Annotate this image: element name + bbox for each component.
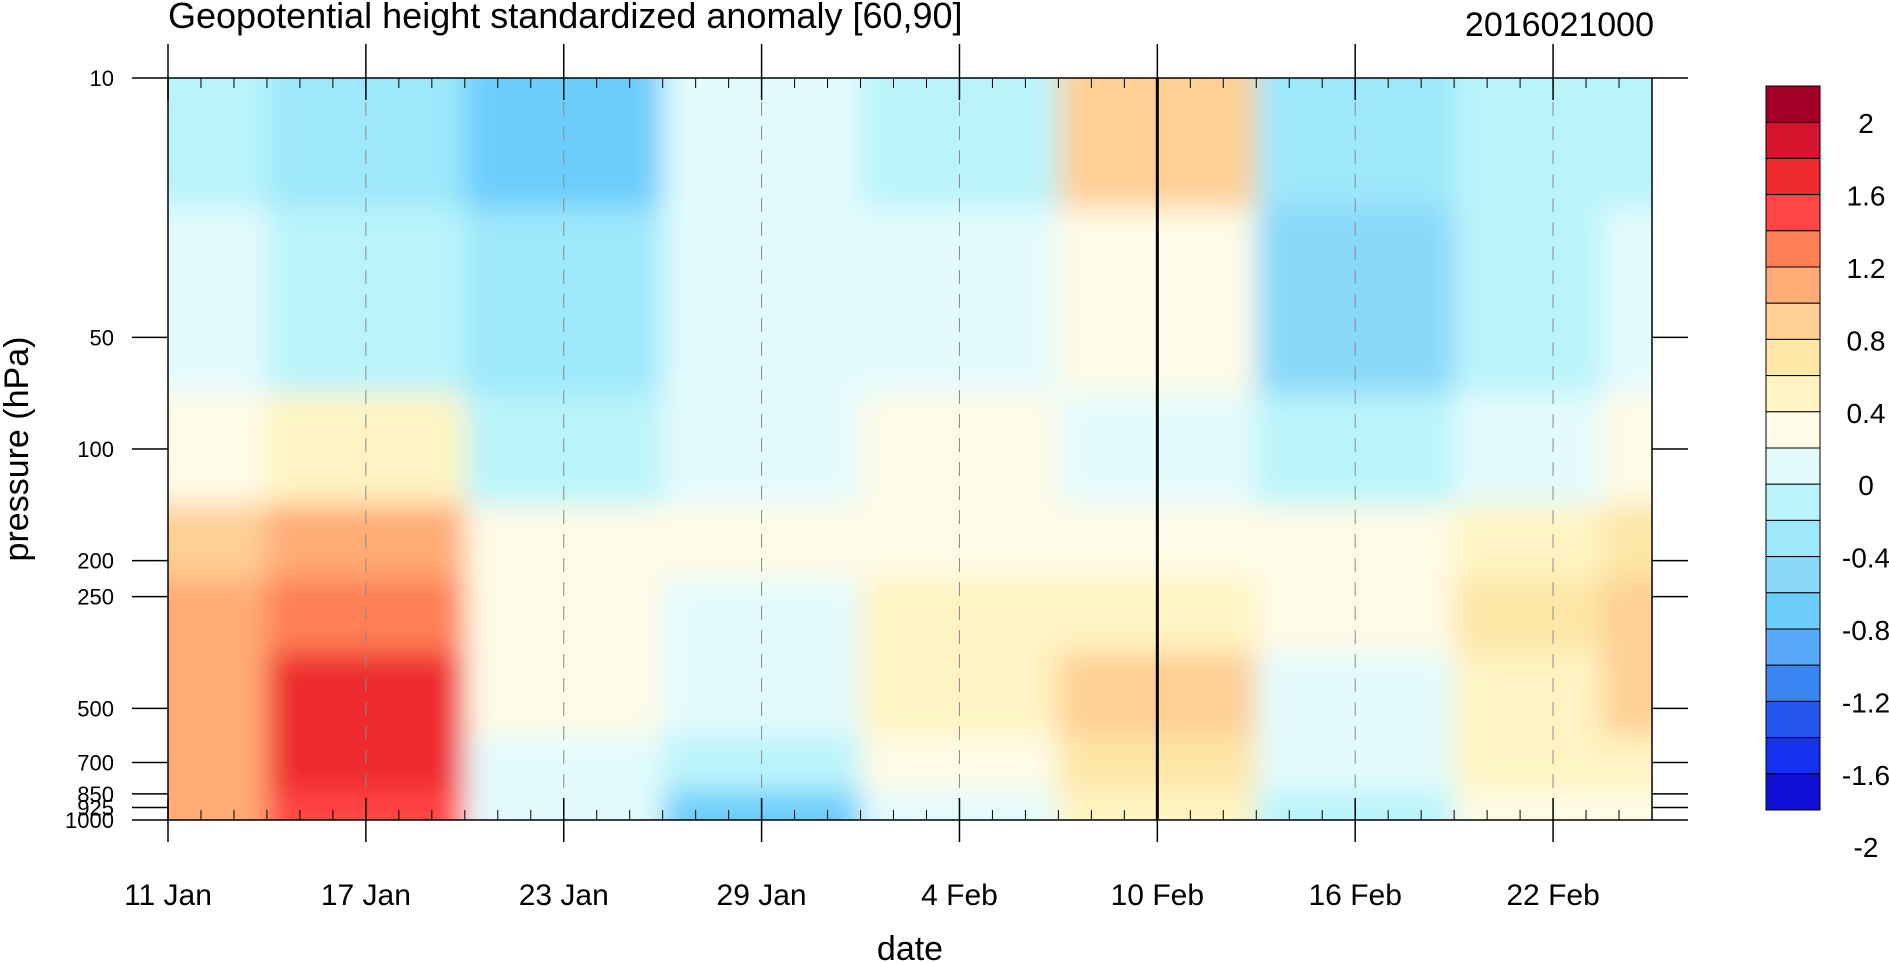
field-cell [1454, 652, 1604, 737]
x-tick-label: 10 Feb [1111, 879, 1204, 912]
colorbar-swatch [1765, 121, 1821, 159]
y-tick-label: 100 [77, 437, 114, 462]
colorbar: 2 1.6 1.2 0.8 0.4 0 -0.4 -0.8 -1.2 -1.6 -2 [1765, 85, 1889, 863]
colorbar-swatch [1765, 411, 1821, 449]
colorbar-swatch [1765, 737, 1821, 775]
y-tick-label: 250 [77, 585, 114, 610]
colorbar-swatch [1765, 519, 1821, 558]
colorbar-label: -0.4 [1842, 543, 1889, 574]
y-tick-label: 850 [77, 782, 114, 807]
field-cell [168, 78, 268, 209]
y-tick-label: 200 [77, 549, 114, 574]
x-tick-label: 22 Feb [1506, 879, 1599, 912]
colorbar-swatch [1765, 556, 1821, 594]
field-cell [1454, 578, 1604, 654]
field-cell [1602, 207, 1652, 395]
field-cell [1256, 393, 1456, 506]
colorbar-label: 1.6 [1847, 181, 1886, 212]
y-axis-label: pressure (hPa) [0, 337, 36, 562]
field-cell [1602, 393, 1652, 506]
colorbar-swatch [1765, 628, 1821, 666]
field-cell [168, 578, 268, 654]
colorbar-swatch [1765, 592, 1821, 630]
field-cell [1602, 652, 1652, 737]
colorbar-swatch [1765, 230, 1821, 268]
field-cell [168, 735, 268, 793]
field-cell [1454, 735, 1604, 793]
colorbar-swatch [1765, 700, 1821, 739]
colorbar-swatch [1765, 447, 1821, 485]
anomaly-field [168, 78, 1652, 820]
y-tick-label: 10 [90, 66, 114, 91]
colorbar-label: 2 [1858, 108, 1874, 139]
colorbar-swatch [1765, 302, 1821, 340]
field-cell [1454, 393, 1604, 506]
field-cell [168, 393, 268, 506]
colorbar-swatch [1765, 375, 1821, 413]
field-cell [1602, 791, 1652, 820]
field-cell [1256, 504, 1456, 580]
colorbar-label: 0.4 [1847, 398, 1886, 429]
x-tick-label: 16 Feb [1308, 879, 1401, 912]
colorbar-label: -2 [1854, 832, 1879, 863]
field-cell [1256, 652, 1456, 737]
y-tick-label: 50 [90, 325, 114, 350]
colorbar-label: -1.6 [1842, 760, 1889, 791]
field-cell [1256, 207, 1456, 395]
x-tick-label: 11 Jan [124, 879, 212, 912]
field-cell [1602, 504, 1652, 580]
field-cell [1602, 735, 1652, 793]
field-cells [168, 78, 1652, 820]
y-tick-label: 925 [77, 795, 114, 820]
field-cell [1256, 578, 1456, 654]
chart-title: Geopotential height standardized anomaly… [168, 0, 963, 36]
x-tick-label: 29 Jan [717, 879, 807, 912]
colorbar-label: 0 [1858, 470, 1874, 501]
field-cell [168, 652, 268, 737]
chart-subtitle: 2016021000 [1465, 6, 1654, 44]
field-cell [1454, 78, 1604, 209]
x-axis-label: date [877, 930, 943, 963]
colorbar-swatch [1765, 483, 1821, 521]
y-tick-label: 1000 [65, 808, 114, 833]
y-tick-label: 500 [77, 696, 114, 721]
colorbar-label: 1.2 [1847, 253, 1886, 284]
x-axis: 11 Jan 17 Jan 23 Jan 29 Jan 4 Feb 10 Feb 16 Fe… [124, 44, 1653, 912]
field-cell [1454, 504, 1604, 580]
field-cell [1602, 578, 1652, 654]
field-cell [1454, 791, 1604, 820]
colorbar-label: -1.2 [1842, 687, 1889, 718]
field-cell [168, 207, 268, 395]
colorbar-swatch [1765, 194, 1821, 232]
colorbar-swatch [1765, 266, 1821, 304]
field-cell [1454, 207, 1604, 395]
field-cell [168, 791, 268, 820]
field-cell [1602, 78, 1652, 209]
colorbar-swatch [1765, 664, 1821, 702]
y-tick-label: 700 [77, 751, 114, 776]
x-tick-label: 4 Feb [921, 879, 998, 912]
colorbar-label: -0.8 [1842, 615, 1889, 646]
colorbar-swatch [1765, 338, 1821, 377]
x-tick-label: 23 Jan [519, 879, 609, 912]
colorbar-label: 0.8 [1847, 325, 1886, 356]
colorbar-swatch [1765, 85, 1821, 123]
colorbar-swatch [1765, 157, 1821, 196]
colorbar-swatch [1765, 773, 1821, 811]
field-cell [168, 504, 268, 580]
x-tick-label: 17 Jan [321, 879, 411, 912]
field-cell [1256, 735, 1456, 793]
